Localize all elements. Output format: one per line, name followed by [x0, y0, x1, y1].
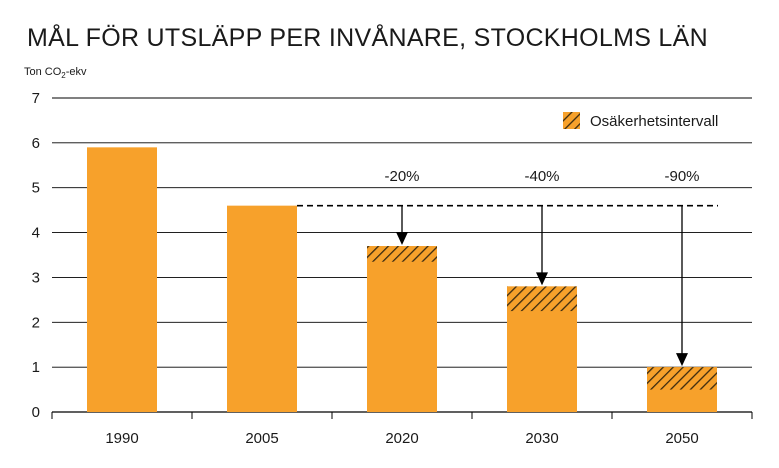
y-tick-label: 2	[32, 314, 40, 331]
uncertainty-band-2030	[507, 286, 577, 312]
bar-1990	[87, 147, 157, 413]
arrow-head	[676, 353, 688, 367]
x-tick-label: 2020	[385, 430, 418, 447]
x-tick-label: 1990	[105, 430, 138, 447]
legend-label: Osäkerhetsintervall	[590, 113, 718, 130]
y-tick-label: 4	[32, 225, 40, 242]
reduction-label: -40%	[524, 168, 559, 185]
uncertainty-band-2020	[367, 246, 437, 262]
y-tick-labels: 0 1 2 3 4 5 6 7	[32, 90, 40, 421]
y-tick-label: 3	[32, 269, 40, 286]
reduction-label: -20%	[384, 168, 419, 185]
uncertainty-band-2050	[647, 367, 717, 390]
y-tick-label: 5	[32, 180, 40, 197]
reduction-arrows: -20% -40% -90%	[384, 168, 700, 367]
bar-2005	[227, 205, 297, 412]
bars	[87, 147, 717, 413]
y-tick-label: 1	[32, 359, 40, 376]
y-tick-label: 7	[32, 90, 40, 107]
y-tick-label: 0	[32, 404, 40, 421]
arrow-head	[536, 272, 548, 286]
y-tick-label: 6	[32, 135, 40, 152]
x-tick-labels: 1990 2005 2020 2030 2050	[105, 430, 698, 447]
legend-swatch	[563, 112, 580, 129]
y-axis-unit-label: Ton CO2-ekv	[24, 66, 87, 80]
x-tick-label: 2030	[525, 430, 558, 447]
x-tick-label: 2005	[245, 430, 278, 447]
bar-2020	[367, 246, 437, 412]
x-tick-label: 2050	[665, 430, 698, 447]
chart-title: MÅL FÖR UTSLÄPP PER INVÅNARE, STOCKHOLMS…	[27, 22, 708, 52]
reduction-label: -90%	[664, 168, 699, 185]
legend: Osäkerhetsintervall	[563, 112, 718, 130]
arrow-head	[396, 232, 408, 246]
